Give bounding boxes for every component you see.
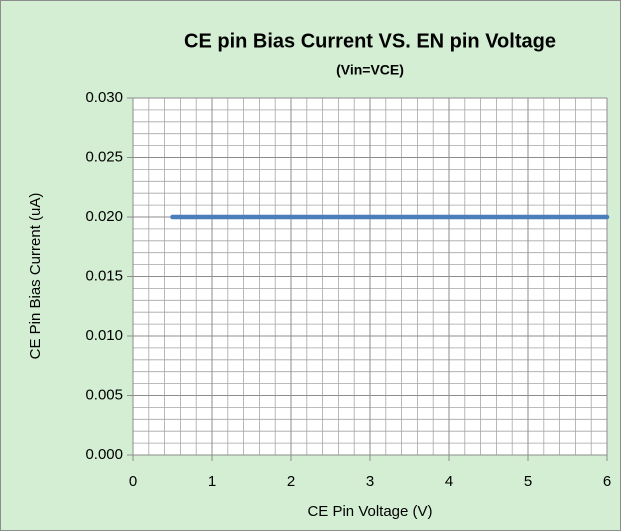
- y-tick-label: 0.010: [85, 327, 123, 344]
- y-tick-label: 0.025: [85, 148, 123, 165]
- y-axis-label: CE Pin Bias Current (uA): [27, 193, 44, 360]
- x-tick-label: 5: [524, 473, 532, 490]
- y-tick-label: 0.015: [85, 267, 123, 284]
- y-tick-label: 0.005: [85, 386, 123, 403]
- x-tick-label: 1: [208, 473, 216, 490]
- x-tick-label: 6: [603, 473, 611, 490]
- x-tick-label: 0: [129, 473, 137, 490]
- chart-subtitle: (Vin=VCE): [336, 62, 404, 78]
- x-tick-label: 4: [445, 473, 453, 490]
- x-tick-label: 2: [287, 473, 295, 490]
- y-tick-label: 0.030: [85, 89, 123, 106]
- chart-title: CE pin Bias Current VS. EN pin Voltage: [184, 30, 556, 52]
- y-tick-label: 0.000: [85, 446, 123, 463]
- x-axis-label: CE Pin Voltage (V): [307, 503, 432, 520]
- x-tick-label: 3: [366, 473, 374, 490]
- y-tick-label: 0.020: [85, 208, 123, 225]
